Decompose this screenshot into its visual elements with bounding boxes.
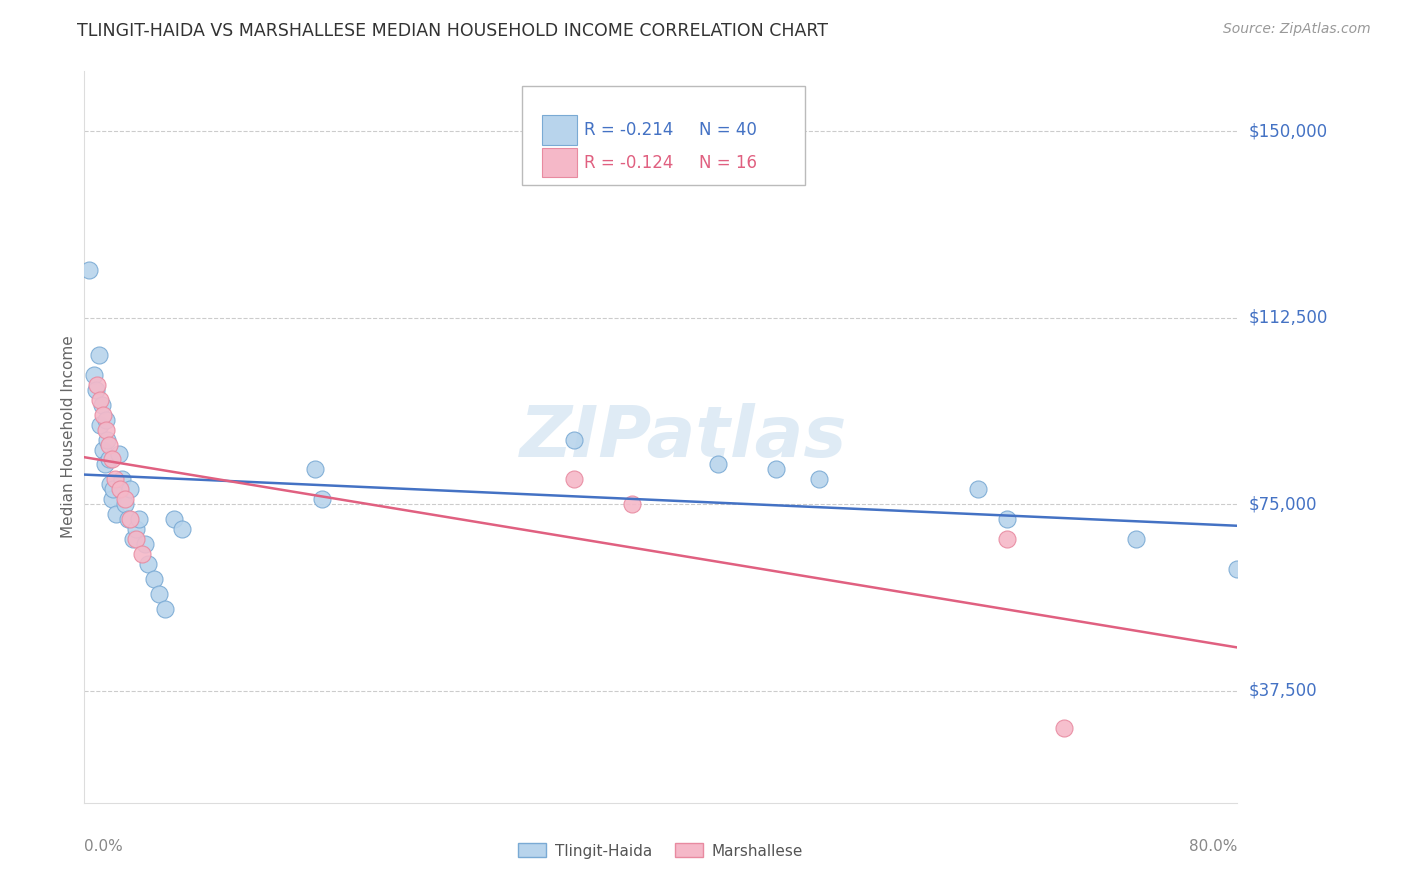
Point	[89, 392, 111, 407]
Point	[93, 458, 115, 472]
Point	[94, 412, 117, 426]
Point	[111, 472, 134, 486]
Point	[97, 437, 120, 451]
Point	[808, 472, 831, 486]
FancyBboxPatch shape	[523, 86, 806, 185]
Point	[134, 537, 156, 551]
Text: N = 40: N = 40	[699, 121, 756, 139]
Point	[114, 492, 136, 507]
Text: N = 16: N = 16	[699, 153, 756, 172]
Point	[621, 497, 644, 511]
Point	[131, 547, 153, 561]
Text: Source: ZipAtlas.com: Source: ZipAtlas.com	[1223, 22, 1371, 37]
Point	[967, 483, 990, 497]
Point	[96, 433, 118, 447]
Text: 80.0%: 80.0%	[1189, 839, 1237, 855]
Text: 0.0%: 0.0%	[84, 839, 124, 855]
Point	[117, 512, 139, 526]
Point	[765, 462, 787, 476]
Point	[84, 383, 107, 397]
Text: R = -0.214: R = -0.214	[583, 121, 673, 139]
Point	[172, 522, 194, 536]
Point	[1226, 562, 1249, 576]
Point	[128, 512, 150, 526]
Point	[100, 452, 122, 467]
Point	[91, 442, 114, 457]
Point	[304, 462, 326, 476]
Point	[103, 483, 124, 497]
Point	[995, 532, 1018, 546]
Point	[91, 408, 114, 422]
Point	[98, 477, 121, 491]
Point	[100, 492, 122, 507]
Point	[122, 532, 145, 546]
Point	[1125, 532, 1147, 546]
Point	[105, 507, 128, 521]
Point	[86, 377, 108, 392]
FancyBboxPatch shape	[543, 115, 576, 145]
Point	[104, 472, 127, 486]
Point	[120, 512, 142, 526]
Point	[1053, 721, 1076, 735]
Text: $37,500: $37,500	[1249, 681, 1317, 700]
Point	[136, 557, 159, 571]
Point	[125, 522, 148, 536]
Point	[110, 483, 132, 497]
Point	[153, 601, 176, 615]
Point	[97, 452, 120, 467]
Point	[89, 417, 111, 432]
Point	[94, 423, 117, 437]
Point	[564, 433, 586, 447]
Text: $112,500: $112,500	[1249, 309, 1327, 326]
Point	[87, 348, 110, 362]
Point	[125, 532, 148, 546]
Text: ZIPatlas: ZIPatlas	[520, 402, 848, 472]
Legend: Tlingit-Haida, Marshallese: Tlingit-Haida, Marshallese	[512, 838, 810, 864]
Point	[83, 368, 105, 382]
Point	[311, 492, 333, 507]
Y-axis label: Median Household Income: Median Household Income	[60, 335, 76, 539]
Point	[163, 512, 186, 526]
Point	[564, 472, 586, 486]
Point	[120, 483, 142, 497]
Text: $75,000: $75,000	[1249, 495, 1317, 513]
FancyBboxPatch shape	[543, 148, 576, 178]
Point	[707, 458, 730, 472]
Text: TLINGIT-HAIDA VS MARSHALLESE MEDIAN HOUSEHOLD INCOME CORRELATION CHART: TLINGIT-HAIDA VS MARSHALLESE MEDIAN HOUS…	[77, 22, 828, 40]
Point	[77, 263, 100, 277]
Text: $150,000: $150,000	[1249, 122, 1327, 140]
Text: R = -0.124: R = -0.124	[583, 153, 673, 172]
Point	[108, 448, 131, 462]
Point	[148, 587, 170, 601]
Point	[142, 572, 165, 586]
Point	[995, 512, 1018, 526]
Point	[114, 497, 136, 511]
Point	[90, 398, 112, 412]
